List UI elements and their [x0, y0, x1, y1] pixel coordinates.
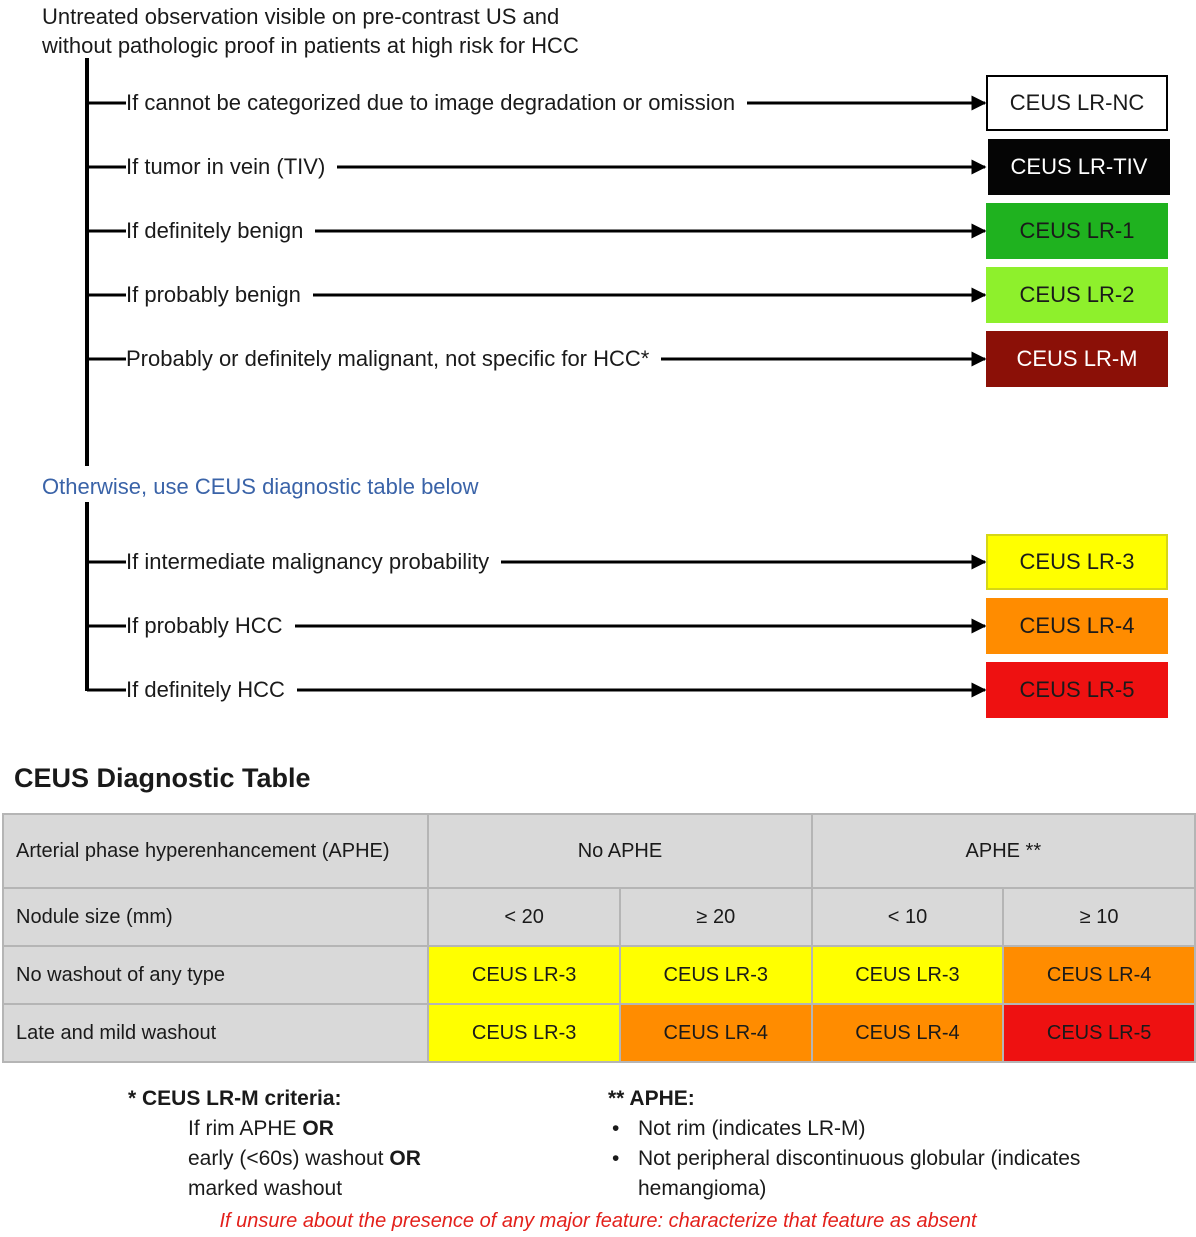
size-header: ≥ 20: [618, 887, 813, 947]
lrm-criteria-text: If rim APHE: [188, 1117, 297, 1140]
result-cell: CEUS LR-3: [427, 1003, 621, 1063]
result-box-lr-4: CEUS LR-4: [986, 598, 1168, 654]
lrm-criteria-note: * CEUS LR-M criteria: If rim APHE OR ear…: [128, 1084, 421, 1204]
branch-label-tiv: If tumor in vein (TIV): [126, 154, 338, 180]
result-box-lr-tiv: CEUS LR-TIV: [988, 139, 1170, 195]
result-box-lr-2: CEUS LR-2: [986, 267, 1168, 323]
result-box-lr-3: CEUS LR-3: [986, 534, 1168, 590]
result-cell: CEUS LR-3: [427, 945, 621, 1005]
aphe-label-cell: Arterial phase hyperenhancement (APHE): [1, 813, 430, 889]
aphe-bullet-list: Not rim (indicates LR-M) Not peripheral …: [608, 1114, 1178, 1204]
flowchart-intro: Untreated observation visible on pre-con…: [42, 2, 579, 60]
intro-line-1: Untreated observation visible on pre-con…: [42, 4, 560, 29]
otherwise-label: Otherwise, use CEUS diagnostic table bel…: [42, 474, 485, 500]
size-header: < 10: [810, 887, 1005, 947]
row-label-cell: Late and mild washout: [1, 1003, 430, 1063]
result-cell: CEUS LR-3: [618, 945, 813, 1005]
ceus-diagnostic-table: Arterial phase hyperenhancement (APHE) N…: [1, 813, 1196, 1063]
table-title: CEUS Diagnostic Table: [14, 763, 311, 793]
result-cell: CEUS LR-5: [1002, 1003, 1196, 1063]
result-box-lr-nc: CEUS LR-NC: [986, 75, 1168, 131]
or-keyword: OR: [389, 1147, 421, 1170]
row-label-cell: No washout of any type: [1, 945, 430, 1005]
result-cell: CEUS LR-4: [1002, 945, 1196, 1005]
branch-label-definitely-hcc: If definitely HCC: [126, 677, 297, 703]
result-cell: CEUS LR-4: [618, 1003, 813, 1063]
lrm-criteria-line-1: If rim APHE OR: [128, 1114, 421, 1144]
table-row-aphe: Arterial phase hyperenhancement (APHE) N…: [1, 813, 1196, 889]
aphe-note-title: ** APHE:: [608, 1087, 695, 1110]
branch-label-nc: If cannot be categorized due to image de…: [126, 90, 748, 116]
lrm-criteria-text: early (<60s) washout: [188, 1147, 384, 1170]
no-aphe-header: No APHE: [427, 813, 813, 889]
size-header: < 20: [427, 887, 621, 947]
branch-label-malignant: Probably or definitely malignant, not sp…: [126, 346, 662, 372]
intro-line-2: without pathologic proof in patients at …: [42, 33, 579, 58]
aphe-bullet: Not rim (indicates LR-M): [608, 1114, 1178, 1144]
lrm-criteria-title: * CEUS LR-M criteria:: [128, 1087, 342, 1110]
branch-label-probably-benign: If probably benign: [126, 282, 313, 308]
aphe-bullet: Not peripheral discontinuous globular (i…: [608, 1144, 1178, 1204]
table-row-no-washout: No washout of any type CEUS LR-3 CEUS LR…: [1, 945, 1196, 1005]
aphe-note: ** APHE: Not rim (indicates LR-M) Not pe…: [608, 1084, 1178, 1204]
branch-label-benign: If definitely benign: [126, 218, 316, 244]
branch-label-intermediate: If intermediate malignancy probability: [126, 549, 502, 575]
branch-label-probably-hcc: If probably HCC: [126, 613, 295, 639]
size-label-cell: Nodule size (mm): [1, 887, 430, 947]
result-box-lr-1: CEUS LR-1: [986, 203, 1168, 259]
lrm-criteria-line-2: early (<60s) washout OR: [128, 1144, 421, 1174]
table-row-size: Nodule size (mm) < 20 ≥ 20 < 10 ≥ 10: [1, 887, 1196, 947]
aphe-header: APHE **: [810, 813, 1196, 889]
result-box-lr-5: CEUS LR-5: [986, 662, 1168, 718]
size-header: ≥ 10: [1002, 887, 1196, 947]
lrm-criteria-line-3: marked washout: [188, 1177, 343, 1200]
result-cell: CEUS LR-3: [810, 945, 1005, 1005]
result-box-lr-m: CEUS LR-M: [986, 331, 1168, 387]
or-keyword: OR: [302, 1117, 334, 1140]
table-row-late-washout: Late and mild washout CEUS LR-3 CEUS LR-…: [1, 1003, 1196, 1063]
result-cell: CEUS LR-4: [810, 1003, 1005, 1063]
warning-note: If unsure about the presence of any majo…: [219, 1210, 977, 1232]
